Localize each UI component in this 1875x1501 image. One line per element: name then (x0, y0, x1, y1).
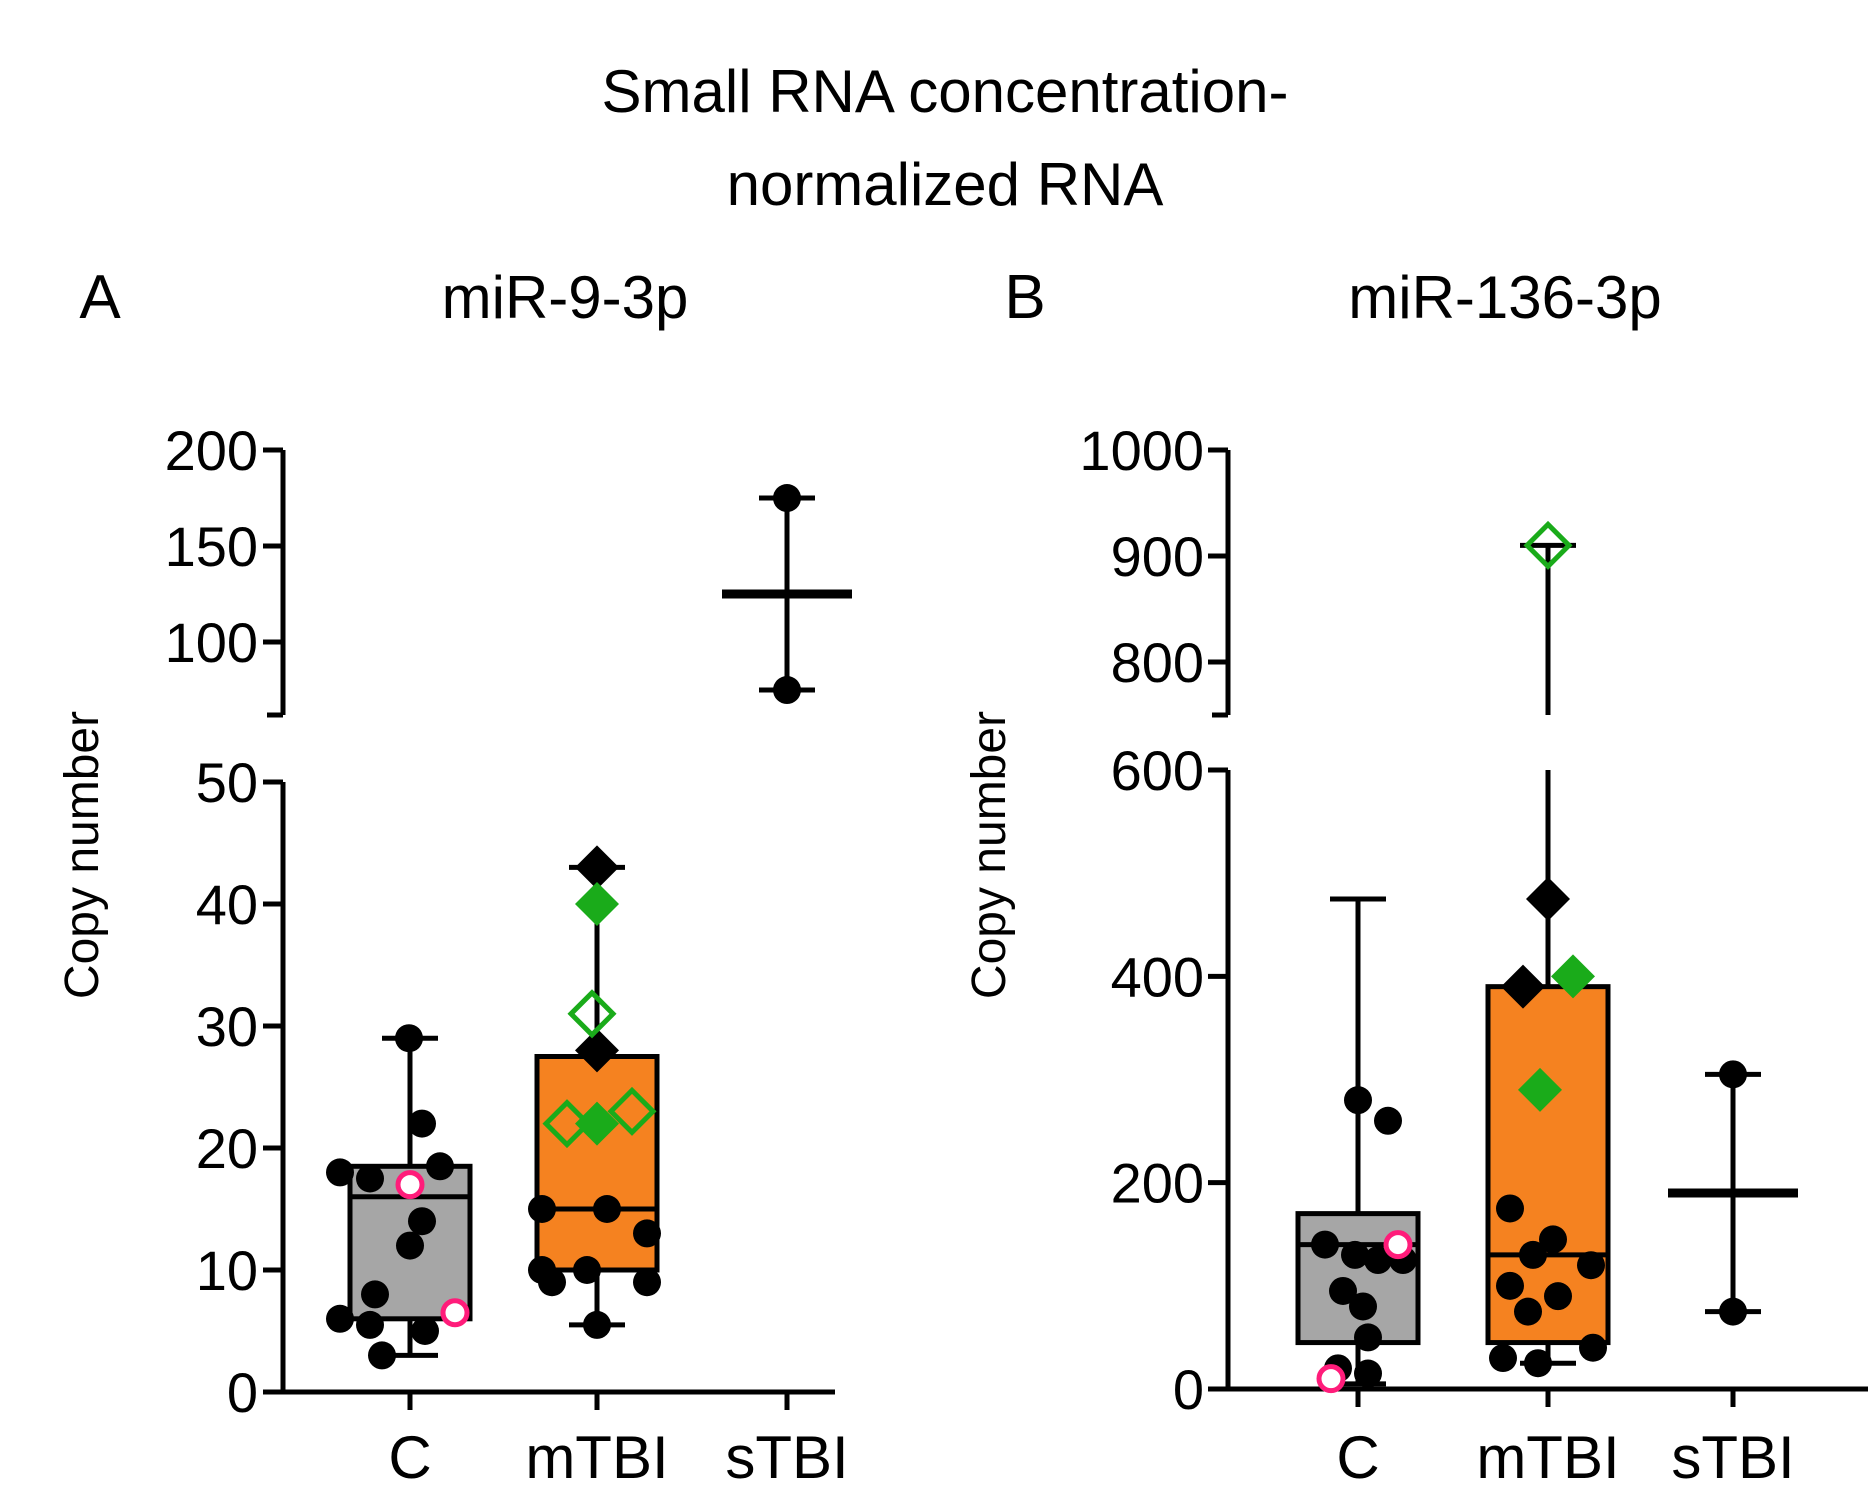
data-point (1489, 1344, 1517, 1373)
data-point-diamond (575, 882, 619, 926)
data-point-diamond (575, 845, 619, 890)
data-point (326, 1158, 354, 1187)
panel-title: miR-9-3p (442, 264, 689, 331)
data-point (633, 1268, 661, 1297)
data-point (538, 1268, 566, 1297)
data-point (396, 1231, 424, 1260)
data-point (773, 484, 801, 513)
y-tick-label: 0 (1173, 1358, 1204, 1421)
data-point (1496, 1194, 1524, 1223)
y-tick-label: 0 (227, 1361, 258, 1424)
data-point (1311, 1230, 1339, 1259)
y-tick-label: 400 (1111, 945, 1204, 1008)
data-point (1579, 1333, 1607, 1362)
y-tick-label: 200 (165, 419, 258, 482)
data-point (426, 1152, 454, 1181)
data-point (1374, 1106, 1402, 1135)
data-point (773, 676, 801, 705)
data-point (326, 1304, 354, 1333)
data-point-diamond (575, 1028, 619, 1073)
data-point-diamond (1526, 876, 1570, 921)
panel-title: miR-136-3p (1348, 264, 1661, 331)
y-tick-label: 1000 (1079, 419, 1204, 482)
data-point (1364, 1246, 1392, 1275)
data-point (593, 1195, 621, 1223)
data-point (368, 1341, 396, 1370)
data-point-diamond (1518, 1067, 1562, 1112)
data-point-diamond (1501, 964, 1545, 1009)
figure-title-line1: Small RNA concentration- (602, 58, 1289, 125)
data-point (1349, 1292, 1377, 1321)
y-tick-label: 100 (165, 611, 258, 674)
y-tick-label: 150 (165, 515, 258, 578)
data-point (1329, 1276, 1357, 1305)
data-point (1344, 1086, 1372, 1115)
y-tick-label: 40 (196, 873, 258, 936)
data-point (1544, 1282, 1572, 1311)
data-point (1496, 1271, 1524, 1300)
data-point (1341, 1240, 1369, 1269)
y-tick-label: 600 (1111, 739, 1204, 802)
data-point (1519, 1240, 1547, 1269)
data-point (408, 1109, 436, 1138)
data-point-diamond (575, 1101, 619, 1146)
panel-label: B (1004, 263, 1045, 332)
data-point-diamond-open (1523, 520, 1573, 570)
data-point-diamond-open (542, 1099, 592, 1149)
data-point (1719, 1297, 1747, 1326)
data-point (1539, 1225, 1567, 1254)
data-point (408, 1207, 436, 1236)
data-point (1577, 1251, 1605, 1280)
data-point-diamond (1551, 954, 1595, 999)
data-point-open (1316, 1364, 1346, 1394)
y-tick-label: 30 (196, 995, 258, 1058)
x-tick-label: C (1336, 1424, 1379, 1491)
y-tick-label: 800 (1111, 631, 1204, 694)
data-point (583, 1310, 611, 1339)
data-point-open (440, 1298, 470, 1328)
y-axis-label: Copy number (963, 711, 1016, 999)
data-point (356, 1164, 384, 1193)
y-tick-label: 20 (196, 1117, 258, 1180)
y-tick-label: 200 (1111, 1152, 1204, 1215)
data-point (395, 1024, 423, 1053)
y-axis-label: Copy number (56, 711, 109, 999)
data-point (1354, 1323, 1382, 1352)
data-point (573, 1256, 601, 1284)
x-tick-label: C (388, 1424, 431, 1491)
y-tick-label: 50 (196, 751, 258, 814)
x-tick-label: mTBI (1476, 1424, 1619, 1491)
x-tick-label: sTBI (725, 1424, 848, 1491)
figure-title-line2: normalized RNA (727, 151, 1164, 218)
data-point (1524, 1349, 1552, 1378)
data-point (633, 1219, 661, 1248)
data-point (356, 1310, 384, 1339)
data-point-open (1383, 1230, 1413, 1260)
data-point-diamond-open (567, 989, 617, 1039)
data-point (1354, 1359, 1382, 1388)
y-tick-label: 10 (196, 1239, 258, 1302)
x-tick-label: sTBI (1671, 1424, 1794, 1491)
y-tick-label: 900 (1111, 525, 1204, 588)
data-point (1514, 1297, 1542, 1326)
data-point-open (395, 1170, 425, 1200)
data-point (411, 1317, 439, 1345)
data-point (361, 1280, 389, 1309)
data-point (1719, 1060, 1747, 1089)
x-tick-label: mTBI (525, 1424, 668, 1491)
data-point-diamond-open (607, 1086, 657, 1136)
data-point (528, 1195, 556, 1223)
panel-label: A (79, 263, 121, 332)
